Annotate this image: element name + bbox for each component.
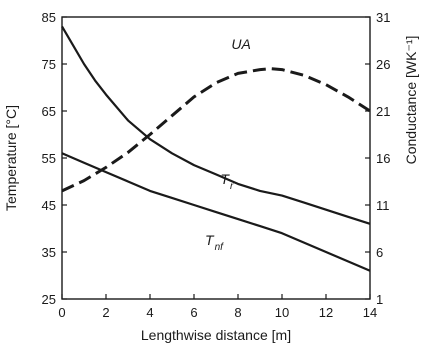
left-tick-label: 45 (42, 198, 56, 213)
left-tick-label: 85 (42, 10, 56, 25)
right-tick-label: 21 (376, 104, 390, 119)
right-tick-label: 11 (376, 198, 390, 213)
x-axis-title: Lengthwise distance [m] (141, 327, 291, 343)
series-label-tr: Tr (220, 171, 234, 192)
left-tick-label: 55 (42, 151, 56, 166)
left-axis-ticks: 25 35 45 55 65 75 85 (42, 10, 67, 307)
x-tick-label: 6 (190, 305, 197, 320)
left-tick-label: 75 (42, 57, 56, 72)
right-tick-label: 1 (376, 292, 383, 307)
x-tick-label: 10 (275, 305, 289, 320)
series-label-tnf: Tnf (205, 232, 224, 253)
left-tick-label: 65 (42, 104, 56, 119)
right-tick-label: 26 (376, 57, 390, 72)
x-tick-label: 4 (146, 305, 153, 320)
x-tick-label: 0 (58, 305, 65, 320)
left-tick-label: 35 (42, 245, 56, 260)
x-tick-label: 8 (234, 305, 241, 320)
series-line-ua (61, 67, 371, 193)
left-axis-title: Temperature [°C] (3, 105, 19, 211)
right-axis-title: Conductance [WK⁻¹] (403, 36, 419, 165)
right-tick-label: 31 (376, 10, 390, 25)
x-tick-label: 14 (363, 305, 377, 320)
series-layer: Tr Tnf UA (61, 25, 371, 272)
right-tick-label: 6 (376, 245, 383, 260)
series-line-tnf (61, 152, 371, 272)
right-tick-label: 16 (376, 151, 390, 166)
x-tick-label: 12 (319, 305, 333, 320)
left-tick-label: 25 (42, 292, 56, 307)
plot-frame (61, 16, 371, 300)
series-line-tr (61, 25, 371, 225)
x-axis-ticks: 0 2 4 6 8 10 12 14 (58, 294, 377, 320)
series-label-ua: UA (231, 36, 250, 52)
x-tick-label: 2 (102, 305, 109, 320)
